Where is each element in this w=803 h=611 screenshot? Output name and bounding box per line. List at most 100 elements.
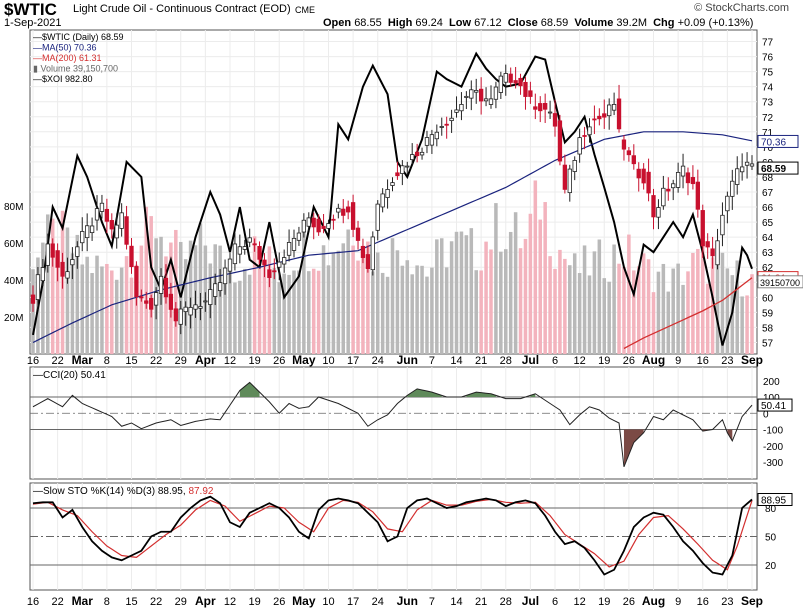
volume-bar — [50, 218, 55, 354]
candle-body — [730, 180, 735, 197]
volume-bar — [587, 275, 592, 354]
volume-bar — [119, 267, 124, 354]
volume-bar — [494, 203, 498, 354]
close-label: Close — [507, 17, 538, 29]
volume-bar — [750, 274, 754, 354]
price-date-label: 19 — [248, 355, 260, 367]
volume-bar — [218, 245, 222, 354]
candle-body — [139, 296, 144, 299]
volume-bar — [715, 254, 720, 354]
candle-body — [114, 224, 119, 239]
candle-body — [449, 117, 454, 122]
bottom-date-label: 28 — [500, 596, 512, 608]
bottom-date-label: 19 — [598, 596, 610, 608]
bottom-date-label: 16 — [697, 596, 709, 608]
price-date-label: Jun — [397, 353, 418, 367]
candle-body — [311, 217, 316, 228]
price-tick-label: 67 — [762, 188, 774, 199]
candle-body — [616, 98, 622, 130]
candle-body — [242, 246, 247, 250]
price-tick-label: 73 — [762, 98, 774, 109]
sto-legend-d: 87.92 — [188, 486, 213, 497]
volume-bar — [129, 277, 134, 354]
candle-body — [346, 206, 351, 213]
stochastic-panel: 20 50 80 —Slow STO %K(14) %D(3) 88.95, 87.9… — [30, 486, 793, 576]
candle-body — [508, 73, 513, 83]
volume-bar — [597, 239, 602, 354]
price-legend-item: —$WTIC (Daily) 68.59 — [33, 32, 124, 42]
volume-bar — [464, 235, 469, 354]
bottom-date-label: 15 — [125, 596, 137, 608]
close-value-box-text: 68.59 — [761, 164, 786, 175]
volume-bar — [720, 252, 725, 354]
candle-body — [208, 289, 213, 305]
volume-bar — [80, 264, 85, 354]
sto-legend-k: —Slow STO %K(14) %D(3) 88.95, — [33, 486, 188, 497]
close-value: 68.59 — [540, 17, 569, 29]
candle-body — [316, 218, 321, 233]
volume-bar — [676, 263, 680, 354]
volume-bar — [85, 256, 89, 354]
volume-bar — [568, 265, 572, 354]
price-date-label: 26 — [273, 355, 285, 367]
candle-body — [85, 225, 90, 239]
volume-bar — [164, 256, 168, 354]
cci-legend: —CCI(20) 50.41 — [33, 370, 106, 381]
bottom-date-label: 9 — [675, 596, 681, 608]
candle-body — [478, 88, 484, 102]
candle-body — [651, 195, 656, 218]
candle-body — [695, 181, 700, 210]
candle-body — [94, 208, 100, 221]
candle-body — [503, 73, 508, 83]
volume-bar — [646, 259, 651, 354]
candle-body — [65, 271, 70, 279]
volume-bar — [351, 245, 355, 354]
volume-bar — [705, 283, 710, 354]
price-date-label: May — [292, 353, 316, 367]
open-label: Open — [323, 17, 352, 29]
candle-body — [89, 225, 95, 234]
bottom-date-label: 29 — [175, 596, 187, 608]
candle-body — [365, 254, 371, 269]
price-panel: 5758596061626364656667686970717273747576… — [4, 30, 803, 354]
candle-body — [454, 109, 459, 113]
cci-line — [32, 381, 753, 468]
candle-body — [217, 282, 223, 292]
volume-bar — [582, 245, 587, 354]
bottom-date-label: Mar — [72, 594, 94, 608]
price-tick-label: 70 — [762, 143, 774, 154]
volume-bar — [55, 252, 60, 354]
volume-bar — [380, 272, 385, 354]
price-date-label: 29 — [175, 355, 187, 367]
cci-oversold-fill — [623, 429, 644, 467]
candle-body — [577, 137, 582, 155]
candle-body — [355, 227, 361, 241]
candle-body — [45, 243, 50, 266]
candle-body — [483, 98, 489, 102]
candle-body — [336, 207, 341, 213]
bottom-date-label: Jun — [397, 594, 418, 608]
candle-body — [661, 187, 666, 207]
volume-bar — [95, 255, 99, 354]
candle-body — [474, 89, 479, 93]
price-tick-label: 57 — [762, 338, 774, 349]
volume-bar — [523, 238, 528, 354]
bottom-date-label: 10 — [322, 596, 334, 608]
candle-body — [99, 202, 105, 212]
volume-bar — [267, 246, 272, 354]
volume-bar — [297, 270, 301, 354]
price-tick-label: 63 — [762, 248, 774, 259]
volume-bar — [307, 271, 311, 354]
price-date-label: 7 — [429, 355, 435, 367]
candle-body — [700, 210, 705, 247]
volume-bar — [375, 252, 380, 354]
volume-bar — [420, 265, 424, 354]
price-date-label: 10 — [322, 355, 334, 367]
candle-body — [70, 259, 75, 266]
candle-body — [518, 77, 523, 87]
volume-bar — [641, 253, 646, 354]
xoi-line — [32, 51, 753, 346]
candle-body — [252, 243, 257, 246]
volume-bar — [282, 273, 286, 354]
